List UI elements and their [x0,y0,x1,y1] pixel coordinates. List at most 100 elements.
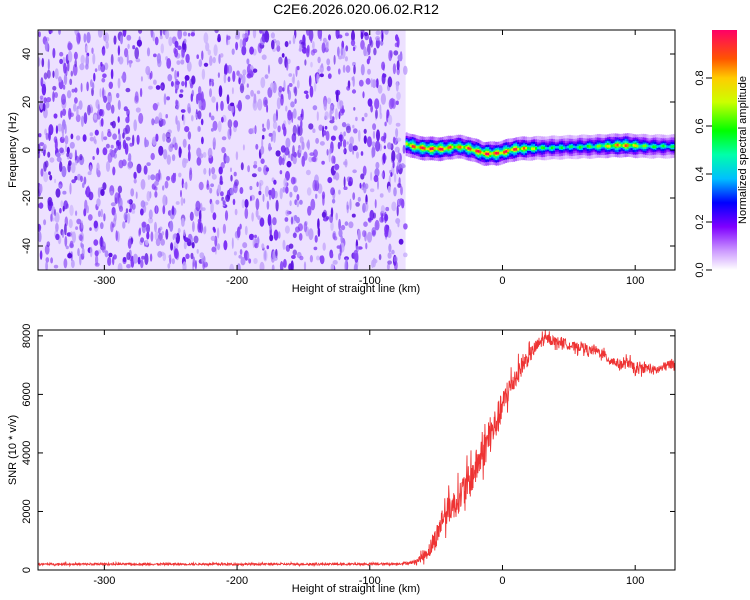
spectrogram-noise-blob [397,54,403,62]
spectrogram-signal-cell [515,147,518,151]
spectrogram-noise-blob [230,167,232,173]
spectrogram-noise-blob [222,200,226,205]
spectrogram-noise-blob [395,100,399,106]
spectrogram-noise-blob [224,63,228,76]
spectrogram-noise-blob [113,35,117,45]
spectrogram-noise-blob [334,163,340,170]
spectrogram-signal-cell [624,144,627,148]
spectrogram-noise-blob [157,58,162,68]
spectrogram-noise-blob [192,256,196,268]
spectrogram-noise-blob [39,98,44,110]
spectrogram-noise-blob [357,196,361,202]
spectrogram-noise-blob [396,205,399,217]
spectrogram-noise-blob [387,252,392,259]
spectrogram-noise-blob [264,185,270,197]
spectrogram-noise-blob [191,242,195,249]
spectrogram-noise-blob [338,68,341,75]
spectrogram-noise-blob [260,145,265,155]
spectrogram-noise-blob [310,61,313,68]
spectrogram-noise-blob [357,229,361,241]
spectrogram-noise-blob [102,87,105,99]
spectrogram-signal-cell [560,146,564,150]
spectrogram-signal-cell [405,142,408,146]
spectrogram-x-tick-label: -300 [93,275,115,287]
spectrogram-noise-blob [127,43,130,50]
spectrogram-noise-blob [208,167,211,177]
spectrogram-noise-blob [139,87,143,98]
spectrogram-noise-blob [296,79,300,89]
spectrogram-signal-cell [592,145,595,149]
spectrogram-noise-blob [48,130,51,141]
spectrogram-noise-blob [362,230,367,238]
spectrogram-noise-blob [335,30,340,40]
spectrogram-noise-blob [125,116,130,124]
spectrogram-noise-blob [160,43,164,54]
spectrogram-noise-blob [73,51,78,60]
spectrogram-noise-blob [370,40,374,48]
spectrogram-noise-blob [42,102,46,112]
spectrogram-noise-blob [154,191,158,198]
spectrogram-signal-cell [654,145,657,149]
spectrogram-noise-blob [184,75,190,81]
spectrogram-noise-blob [292,34,296,45]
spectrogram-noise-blob [134,91,139,103]
spectrogram-noise-blob [280,93,284,100]
spectrogram-noise-blob [135,58,141,63]
spectrogram-noise-blob [301,155,306,167]
spectrogram-noise-blob [251,173,257,178]
spectrogram-noise-blob [154,221,157,233]
spectrogram-noise-blob [288,263,293,270]
spectrogram-noise-blob [126,34,132,41]
spectrogram-noise-blob [245,30,249,39]
spectrogram-signal-cell [489,152,492,156]
spectrogram-signal-cell [491,152,494,155]
spectrogram-noise-blob [58,76,62,83]
spectrogram-noise-blob [396,60,400,71]
spectrogram-noise-blob [382,152,386,164]
spectrogram-noise-blob [381,61,386,71]
spectrogram-noise-blob [394,260,398,270]
spectrogram-noise-blob [209,88,212,98]
spectrogram-signal-cell [630,143,633,147]
spectrogram-noise-blob [62,108,67,117]
spectrogram-noise-blob [82,182,85,189]
spectrogram-noise-blob [217,184,221,194]
spectrogram-noise-blob [209,78,212,87]
spectrogram-noise-blob [338,189,341,195]
spectrogram-signal-cell [552,146,556,149]
spectrogram-noise-blob [353,64,356,75]
spectrogram-noise-blob [391,201,397,212]
spectrogram-signal-cell [465,146,468,150]
spectrogram-noise-blob [181,217,185,227]
spectrogram-noise-blob [395,218,401,224]
spectrogram-noise-blob [318,124,323,131]
spectrogram-noise-blob [64,223,67,236]
spectrogram-noise-blob [201,207,206,212]
spectrogram-noise-blob [309,255,313,263]
spectrogram-signal-cell [435,147,438,150]
spectrogram-noise-blob [360,39,365,50]
spectrogram-noise-blob [291,76,295,83]
spectrogram-noise-blob [358,79,364,87]
spectrogram-noise-blob [344,221,349,226]
spectrogram-noise-blob [65,143,67,153]
spectrogram-noise-blob [222,223,226,234]
spectrogram-noise-blob [221,136,227,141]
spectrogram-noise-blob [308,75,312,87]
spectrogram-noise-blob [242,33,245,38]
spectrogram-noise-blob [308,228,314,241]
spectrogram-noise-blob [64,236,68,247]
spectrogram-noise-blob [305,93,309,100]
spectrogram-noise-blob [191,115,194,122]
spectrogram-noise-blob [239,83,245,94]
spectrogram-noise-blob [201,68,206,80]
spectrogram-noise-blob [123,212,128,221]
spectrogram-noise-blob [358,129,361,142]
spectrogram-signal-cell [473,149,476,152]
spectrogram-noise-blob [191,75,196,85]
spectrogram-noise-blob [273,179,277,185]
spectrogram-noise-blob [348,143,353,153]
spectrogram-noise-blob [43,161,47,172]
spectrogram-noise-blob [60,110,63,118]
spectrogram-noise-blob [400,163,405,169]
